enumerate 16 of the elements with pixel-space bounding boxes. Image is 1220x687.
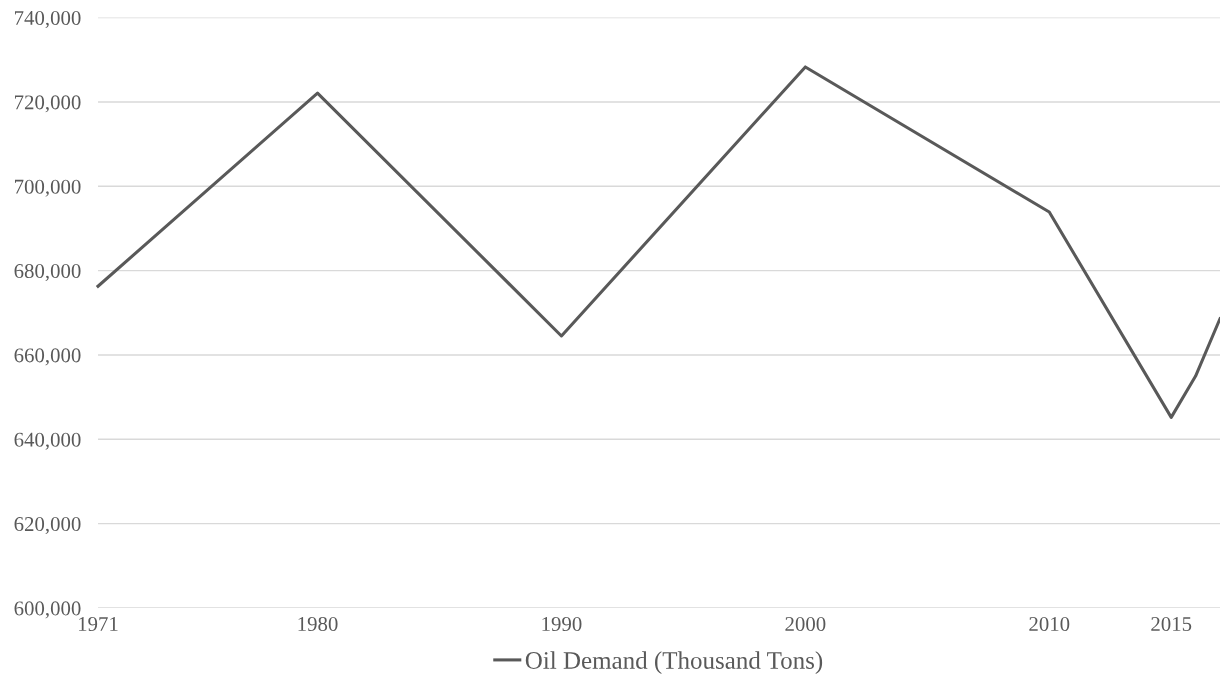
- x-tick-label: 1980: [298, 616, 338, 631]
- x-tick-label: 2010: [1029, 616, 1070, 631]
- x-tick-label: 1990: [542, 616, 582, 631]
- y-tick-label: 640,000: [14, 432, 81, 450]
- line-series: [96, 65, 1220, 419]
- y-tick-label: 680,000: [14, 264, 81, 282]
- y-tick-label: 660,000: [14, 348, 81, 366]
- y-tick-label: 600,000: [14, 601, 81, 619]
- y-tick-label: 620,000: [14, 517, 81, 535]
- y-tick-label: 740,000: [15, 10, 81, 29]
- x-tick-label: 2015: [1151, 616, 1192, 631]
- x-tick-label: 2000: [785, 616, 826, 631]
- y-tick-label: 700,000: [15, 179, 81, 197]
- x-tick-label: 1971: [79, 616, 118, 631]
- legend-label: Oil Demand (Thousand Tons): [525, 651, 823, 674]
- y-tick-label: 720,000: [15, 95, 81, 113]
